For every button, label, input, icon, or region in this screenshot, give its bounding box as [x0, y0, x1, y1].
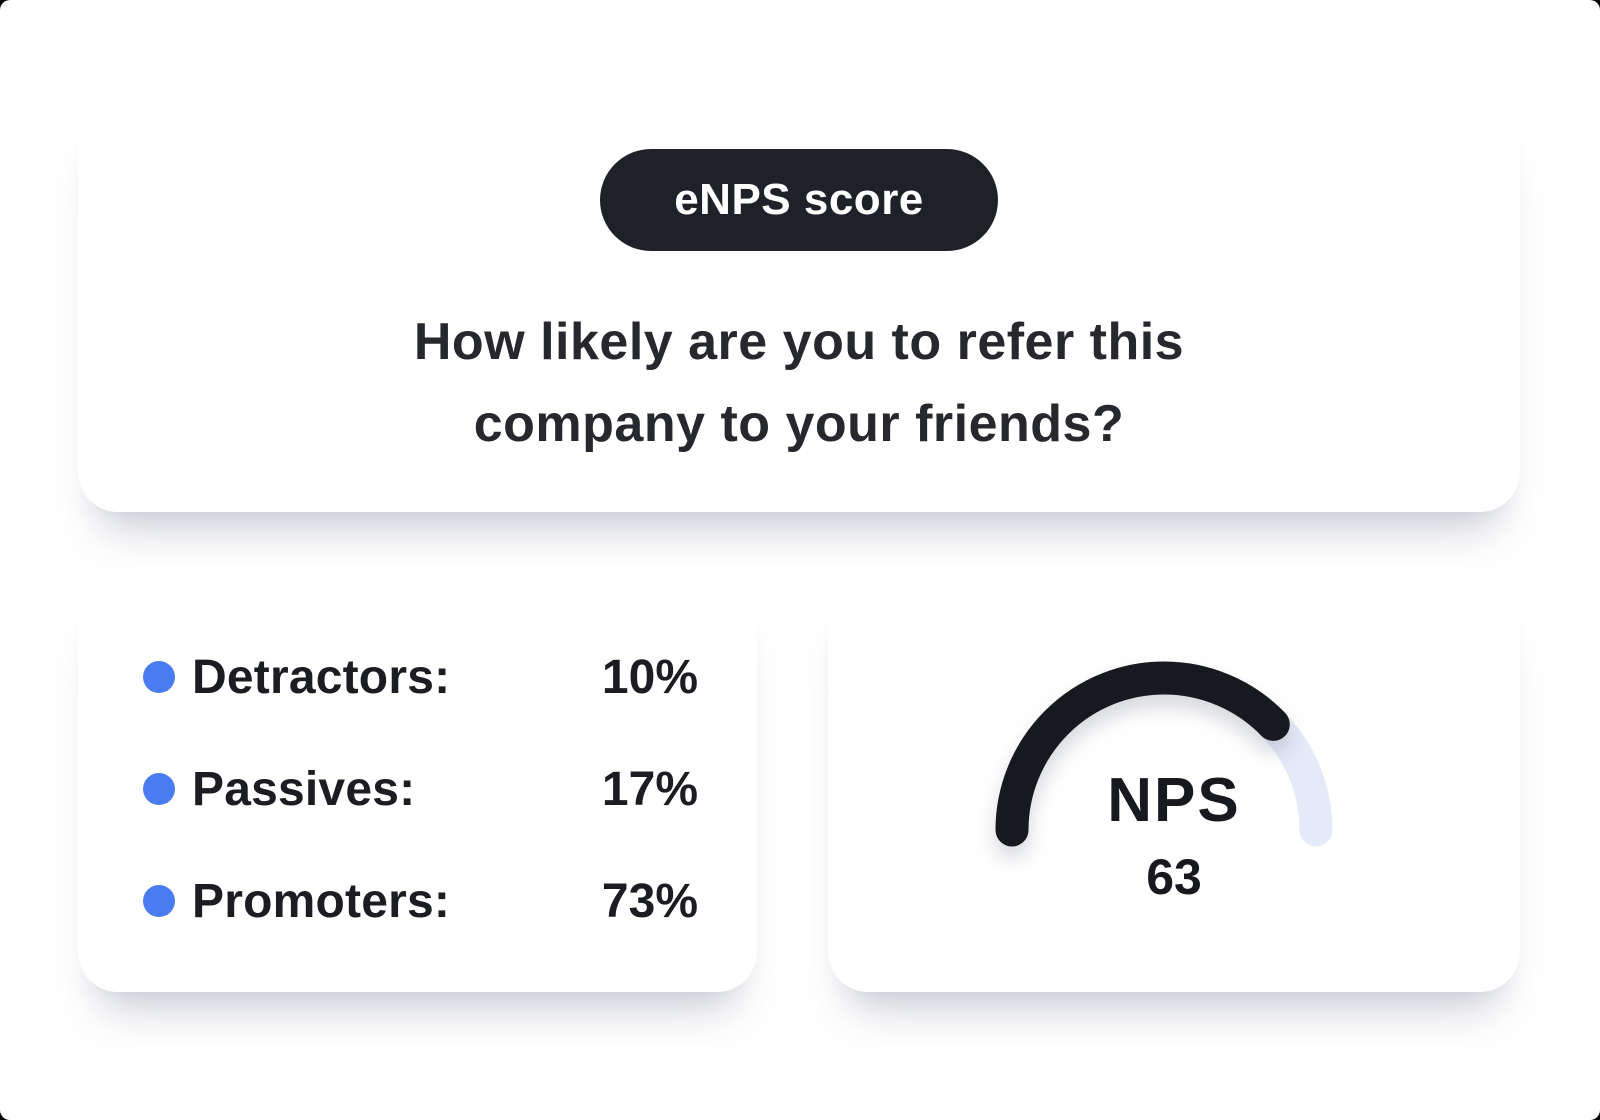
question-line-1: How likely are you to refer this [413, 313, 1185, 371]
enps-score-badge-label: eNPS score [674, 175, 924, 224]
legend-row-detractors: Detractors: 10% [143, 642, 698, 712]
bullet-dot-icon [143, 661, 175, 693]
breakdown-card: Detractors: 10% Passives: 17% Promoters:… [78, 585, 757, 992]
legend-label: Detractors: [192, 650, 451, 704]
nps-value: 63 [1146, 849, 1202, 905]
enps-score-badge: eNPS score [600, 149, 998, 251]
nps-gauge-card: NPS 63 [828, 585, 1520, 992]
bullet-dot-icon [143, 885, 175, 917]
question-line-2: company to your friends? [473, 395, 1125, 453]
legend-value: 17% [601, 762, 698, 816]
legend-row-passives: Passives: 17% [143, 754, 698, 824]
legend-value: 10% [601, 650, 698, 704]
legend-row-promoters: Promoters: 73% [143, 866, 698, 936]
question-card: eNPS score How likely are you to refer t… [78, 103, 1520, 512]
bullet-dot-icon [143, 773, 175, 805]
legend-label: Promoters: [192, 874, 451, 928]
legend-label: Passives: [192, 762, 416, 816]
legend-value: 73% [601, 874, 698, 928]
gauge-progress-arc [995, 661, 1333, 847]
question-text: How likely are you to refer this company… [414, 301, 1184, 465]
nps-gauge [995, 661, 1333, 847]
nps-label: NPS [1107, 766, 1241, 835]
